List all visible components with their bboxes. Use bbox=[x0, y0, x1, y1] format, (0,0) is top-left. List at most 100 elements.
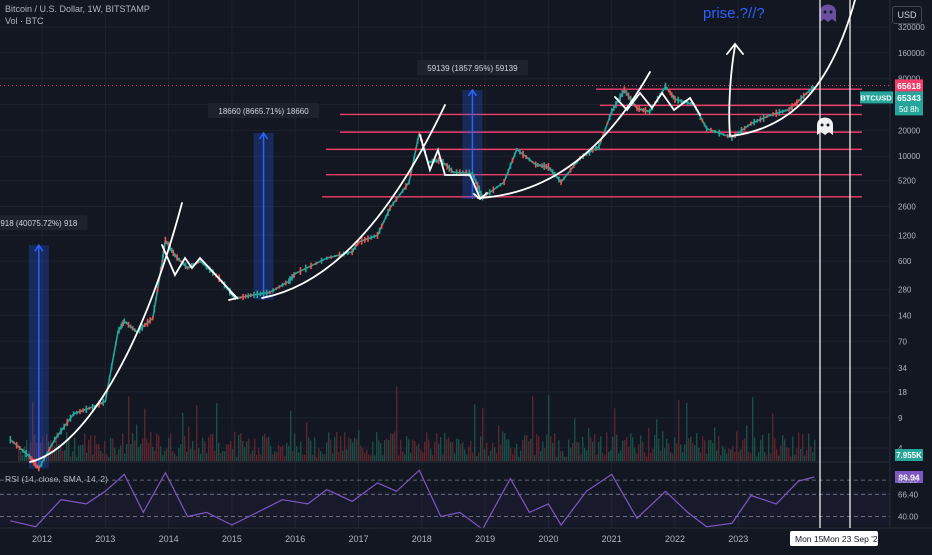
candle bbox=[429, 160, 432, 164]
candle bbox=[638, 105, 640, 113]
volume-bar bbox=[746, 425, 748, 461]
volume-bar bbox=[612, 436, 614, 461]
price-axis[interactable]: 3200001600008000040000200001000052002600… bbox=[860, 0, 932, 528]
zigzag-2[interactable] bbox=[419, 134, 481, 199]
volume-bar bbox=[490, 450, 492, 461]
volume-bar bbox=[558, 440, 560, 461]
volume-bar bbox=[682, 452, 684, 461]
volume-bar bbox=[462, 442, 464, 461]
volume-bar bbox=[380, 443, 382, 461]
curve-cycle-3[interactable] bbox=[477, 71, 651, 199]
candle bbox=[63, 423, 65, 430]
arrow-up-line[interactable] bbox=[728, 45, 736, 137]
vertical-markers[interactable]: Mon 15 Mon 23 Sep '24 bbox=[790, 0, 883, 546]
volume-bar bbox=[702, 436, 704, 461]
candle bbox=[686, 100, 689, 105]
candle bbox=[701, 118, 704, 123]
measurement-tools[interactable]: 918 (40075.72%) 918 18660 (8665.71%) 1866… bbox=[0, 59, 529, 469]
candle bbox=[360, 237, 363, 245]
volume-bar bbox=[656, 419, 658, 461]
candle bbox=[310, 262, 312, 270]
candle bbox=[796, 99, 798, 106]
volume-bar bbox=[704, 440, 706, 461]
volume-bar bbox=[480, 436, 482, 461]
candle bbox=[563, 176, 566, 180]
volume-bar bbox=[234, 432, 236, 461]
volume-bar bbox=[134, 440, 136, 461]
currency-button[interactable]: USD bbox=[892, 6, 922, 24]
volume-bar bbox=[672, 453, 674, 461]
volume-bar bbox=[186, 451, 188, 461]
candle bbox=[112, 353, 115, 357]
candle bbox=[197, 261, 199, 264]
volume-bar bbox=[282, 445, 284, 461]
candle bbox=[392, 201, 395, 206]
volume-bar bbox=[752, 397, 754, 461]
volume-bar bbox=[92, 454, 94, 461]
year-tick: 2015 bbox=[222, 534, 242, 544]
candle bbox=[648, 108, 651, 115]
volume-bar bbox=[586, 450, 588, 461]
candle bbox=[242, 294, 244, 300]
candle bbox=[496, 186, 498, 189]
price-tick: 18 bbox=[898, 388, 907, 397]
candle bbox=[588, 148, 591, 156]
candle bbox=[690, 101, 692, 106]
volume-bar bbox=[304, 454, 306, 461]
measure-arrow bbox=[34, 243, 44, 252]
drawings[interactable]: prise.?//? bbox=[29, 0, 856, 463]
candle bbox=[122, 319, 125, 327]
volume-bar bbox=[700, 452, 702, 461]
annotation-text[interactable]: prise.?//? bbox=[703, 5, 765, 22]
candle bbox=[40, 460, 43, 467]
curve-cycle-4[interactable] bbox=[731, 0, 856, 137]
volume-bar bbox=[780, 445, 782, 461]
year-tick: 2016 bbox=[285, 534, 305, 544]
volume-bar bbox=[444, 432, 446, 461]
volume-bar bbox=[564, 456, 566, 461]
curve-cycle-2[interactable] bbox=[261, 104, 446, 299]
volume-bar bbox=[662, 431, 664, 461]
volume-bar bbox=[554, 432, 556, 461]
candle bbox=[117, 330, 119, 334]
candle bbox=[634, 103, 636, 107]
volume-bar bbox=[794, 454, 796, 461]
volume-bar bbox=[342, 450, 344, 461]
candle bbox=[304, 264, 307, 273]
candle bbox=[289, 276, 291, 284]
zigzag-3[interactable] bbox=[614, 91, 701, 116]
volume-bar bbox=[718, 435, 720, 461]
candle bbox=[769, 114, 771, 117]
volume-bar bbox=[758, 451, 760, 461]
candle bbox=[667, 89, 670, 93]
candle bbox=[354, 244, 357, 250]
volume-bar bbox=[330, 439, 332, 461]
measure-label: 18660 (8665.71%) 18660 bbox=[218, 107, 309, 116]
volume-bar bbox=[788, 447, 790, 461]
volume-bar bbox=[100, 451, 102, 461]
time-axis[interactable]: 2012 2013 2014 2015 2016 2017 2018 2019 2020 2021… bbox=[0, 527, 932, 550]
volume-bar bbox=[288, 445, 290, 461]
candle bbox=[759, 116, 762, 123]
horizontal-levels[interactable]: 603293911930682190901202461003373 bbox=[0, 82, 923, 204]
volume-bar bbox=[496, 453, 498, 461]
zigzag-1[interactable] bbox=[161, 244, 238, 299]
candle bbox=[288, 278, 290, 285]
candle bbox=[705, 125, 708, 132]
rsi-tick: 66.40 bbox=[898, 490, 919, 499]
volume-bar bbox=[428, 439, 430, 461]
curve-cycle-1[interactable] bbox=[29, 202, 183, 463]
candle bbox=[19, 446, 21, 450]
volume-bar bbox=[356, 439, 358, 461]
volume-bar bbox=[298, 452, 300, 461]
candle bbox=[290, 277, 292, 281]
volume-bar bbox=[148, 443, 150, 461]
volume-bar bbox=[520, 450, 522, 461]
volume-bar bbox=[176, 456, 178, 461]
volume-bar bbox=[88, 439, 90, 461]
high-badge-label: 65618 bbox=[897, 81, 921, 91]
candle bbox=[415, 147, 417, 152]
volume-bar bbox=[772, 413, 774, 461]
